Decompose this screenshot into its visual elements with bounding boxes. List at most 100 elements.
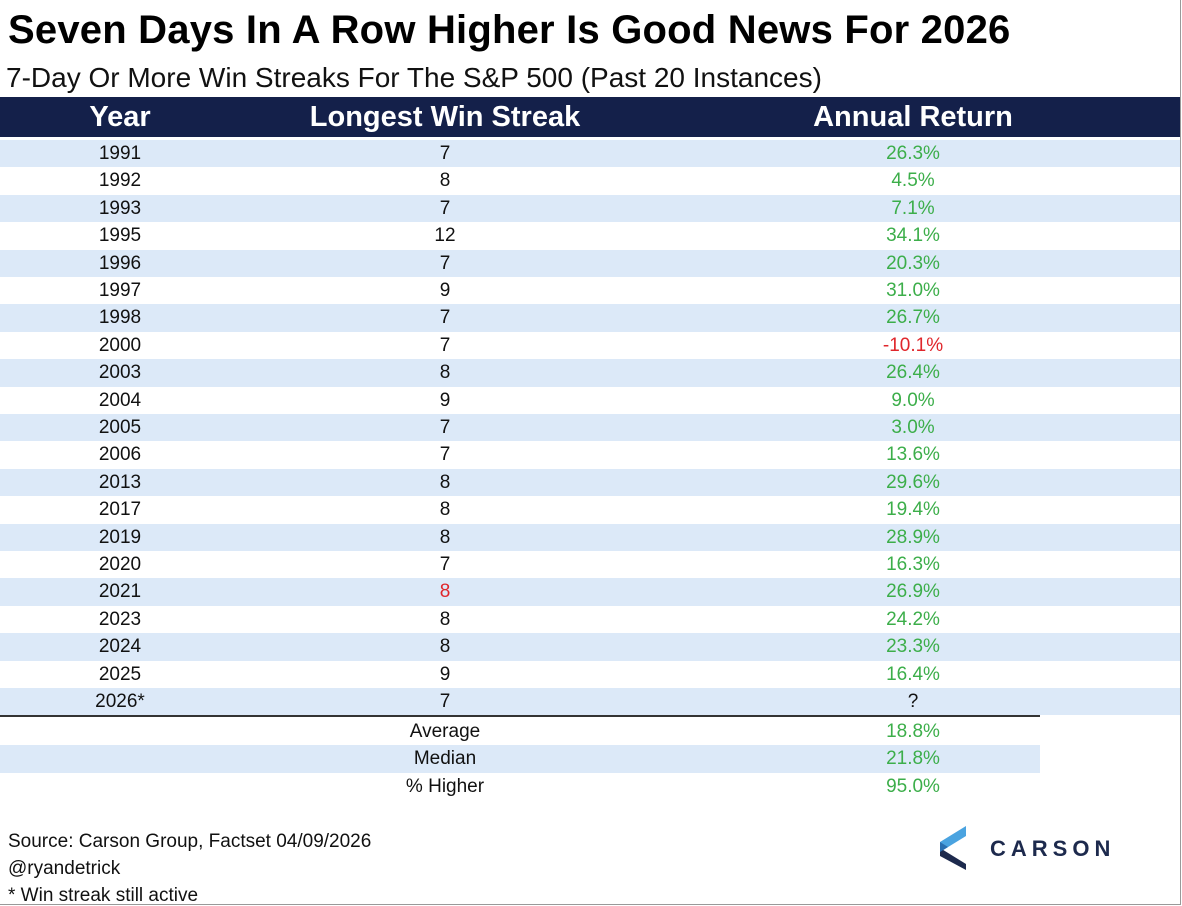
table-cell: 29.6% — [886, 471, 940, 493]
table-cell: 13.6% — [886, 444, 940, 466]
summary-value: 21.8% — [886, 748, 940, 770]
table-cell: 8 — [439, 471, 451, 493]
table-cell: 2020 — [98, 554, 142, 575]
table-cell: 1998 — [98, 307, 142, 329]
table-cell: 2013 — [98, 471, 142, 493]
footer-line: Source: Carson Group, Factset 04/09/2026 — [8, 831, 372, 852]
table-cell: 4.5% — [891, 170, 935, 192]
table-cell: 2019 — [98, 526, 142, 548]
table-cell: 2006 — [98, 444, 142, 466]
footer-line: * Win streak still active — [8, 885, 199, 905]
table-cell: 2025 — [98, 663, 142, 685]
column-header: Longest Win Streak — [309, 101, 581, 133]
table-cell: 7.1% — [891, 197, 935, 219]
table-cell: 1993 — [98, 197, 142, 219]
table-row: 1991 7 26.3% — [0, 140, 1180, 168]
logo-text: CARSON — [990, 836, 1116, 861]
table-row: 1998 7 26.7% — [0, 304, 1180, 332]
table-cell: 26.3% — [886, 143, 940, 164]
table-cell: 8 — [439, 636, 451, 658]
title: Seven Days In A Row Higher Is Good News … — [8, 8, 1011, 52]
table-cell: 2005 — [98, 417, 142, 438]
table-cell: 2000 — [98, 334, 142, 356]
table-cell: 9.0% — [891, 389, 935, 411]
table-cell: 12 — [434, 225, 456, 247]
table-row: 1996 7 20.3% — [0, 249, 1180, 277]
table-cell: 26.4% — [886, 362, 940, 384]
table-cell: 28.9% — [886, 526, 940, 548]
table-cell: 3.0% — [891, 417, 935, 438]
table-row: 2025 9 16.4% — [0, 661, 1180, 688]
table-cell: 2017 — [98, 499, 142, 521]
table-header: Year Longest Win Streak Annual Return — [0, 97, 1180, 137]
summary-value: 18.8% — [886, 721, 940, 742]
table-cell: 8 — [439, 362, 451, 384]
table-cell: 19.4% — [886, 499, 940, 521]
table-cell: 7 — [439, 554, 451, 575]
summary-row: Median 21.8% — [0, 745, 1040, 773]
summary-label: % Higher — [405, 775, 485, 797]
table-cell: 7 — [439, 197, 451, 219]
table-cell: 2026* — [95, 691, 145, 712]
table-row: 2023 8 24.2% — [0, 606, 1180, 633]
table-cell: 20.3% — [886, 252, 940, 274]
table-cell: 8 — [439, 170, 451, 192]
logo: CARSON — [936, 822, 1110, 875]
table-cell: 34.1% — [886, 225, 940, 247]
table-cell: 24.2% — [886, 608, 940, 630]
table-cell: 1996 — [98, 252, 142, 274]
table-row: 2013 8 29.6% — [0, 468, 1180, 497]
table-row: 2005 7 3.0% — [0, 414, 1180, 442]
table-cell: 26.9% — [886, 581, 940, 603]
column-header: Annual Return — [813, 101, 1013, 133]
table-cell: 7 — [439, 334, 451, 356]
summary-label: Median — [413, 748, 477, 770]
table-row: 1992 8 4.5% — [0, 167, 1180, 194]
table-row: 2004 9 9.0% — [0, 387, 1180, 414]
table-cell: 2023 — [98, 608, 142, 630]
table-cell: 31.0% — [886, 280, 940, 301]
table-cell: ? — [907, 691, 919, 712]
separator — [0, 715, 1040, 717]
summary-value: 95.0% — [886, 775, 940, 797]
table-cell: 2021 — [98, 581, 142, 603]
table-cell: -10.1% — [882, 334, 944, 356]
table-cell: 2024 — [98, 636, 142, 658]
table-cell: 16.3% — [886, 554, 940, 575]
table-cell: 7 — [439, 444, 451, 466]
subtitle: 7-Day Or More Win Streaks For The S&P 50… — [6, 62, 822, 93]
table-row: 1993 7 7.1% — [0, 194, 1180, 223]
table-row: 2020 7 16.3% — [0, 551, 1180, 578]
table-cell: 1992 — [98, 170, 142, 192]
table-cell: 26.7% — [886, 307, 940, 329]
table-cell: 7 — [439, 417, 451, 438]
table-cell: 9 — [439, 389, 451, 411]
table-cell: 1997 — [98, 280, 142, 301]
table-cell: 1991 — [98, 143, 142, 164]
table-cell: 8 — [439, 499, 451, 521]
summary-row: % Higher 95.0% — [0, 773, 1040, 800]
table-cell: 7 — [439, 307, 451, 329]
table-row: 2024 8 23.3% — [0, 633, 1180, 661]
summary-label: Average — [409, 721, 481, 742]
table-cell: 8 — [439, 608, 451, 630]
table-cell: 16.4% — [886, 663, 940, 685]
logo-mark — [940, 826, 966, 870]
column-header: Year — [89, 101, 151, 133]
table-row: 2021 8 26.9% — [0, 578, 1180, 606]
table-cell: 7 — [439, 691, 451, 712]
table-cell: 7 — [439, 143, 451, 164]
table-cell: 8 — [439, 581, 451, 603]
table-cell: 9 — [439, 280, 451, 301]
table-cell: 23.3% — [886, 636, 940, 658]
table-row: 2000 7 -10.1% — [0, 332, 1180, 359]
table-cell: 2004 — [98, 389, 142, 411]
summary-row: Average 18.8% — [0, 718, 1040, 745]
table-cell: 7 — [439, 252, 451, 274]
table-row: 2003 8 26.4% — [0, 359, 1180, 387]
table-row: 1997 9 31.0% — [0, 277, 1180, 304]
table-row: 2019 8 28.9% — [0, 523, 1180, 551]
table-cell: 9 — [439, 663, 451, 685]
table-row: 2026* 7? — [0, 688, 1180, 716]
